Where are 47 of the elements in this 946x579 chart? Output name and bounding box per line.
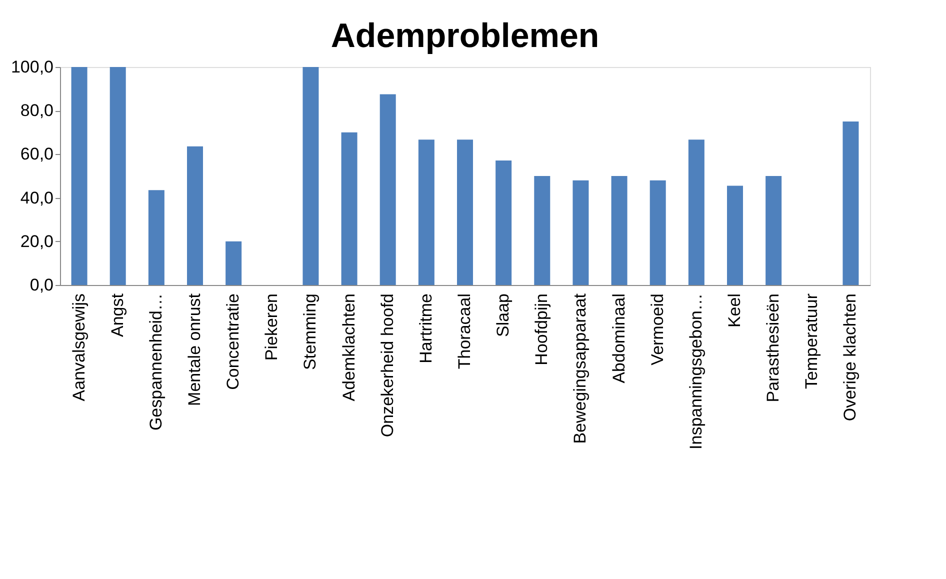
bar: [496, 160, 512, 285]
bar: [611, 176, 628, 285]
x-tick-label: Gespannenheid…: [146, 294, 166, 431]
bar: [457, 140, 473, 285]
bar: [148, 190, 164, 285]
bar: [572, 180, 589, 285]
x-tick-label: Stemming: [300, 294, 320, 370]
x-tick-label: Slaap: [494, 294, 513, 337]
x-tick-label: Aanvalsgewijs: [69, 294, 88, 402]
bar: [341, 132, 358, 285]
y-tick-label: 40,0: [20, 188, 54, 208]
bar: [688, 140, 704, 285]
chart-title: Ademproblemen: [330, 17, 600, 55]
x-tick-label: Vermoeid: [648, 294, 667, 366]
bar: [727, 186, 743, 285]
x-tick-label: Temperatuur: [802, 293, 822, 389]
bar: [842, 122, 859, 285]
bar: [71, 67, 88, 285]
x-tick-label: Hoofdpijn: [532, 294, 552, 366]
x-tick-label: Keel: [725, 294, 744, 328]
bar: [226, 241, 242, 285]
bar: [650, 180, 666, 285]
bar: [110, 67, 126, 285]
x-tick-label: Thoracaal: [455, 294, 474, 370]
bar: [534, 176, 550, 285]
x-tick-label: Piekeren: [262, 294, 282, 361]
y-tick-label: 100,0: [10, 58, 54, 76]
y-tick-label: 80,0: [20, 101, 54, 120]
x-tick-label: Inspanningsgebon…: [686, 294, 706, 450]
bar: [187, 146, 203, 285]
bar: [766, 176, 782, 285]
bar: [302, 67, 319, 285]
y-tick-label: 0,0: [30, 276, 54, 294]
x-tick-label: Angst: [108, 293, 127, 337]
y-tick-label: 20,0: [20, 232, 54, 251]
bar: [380, 94, 396, 285]
x-tick-label: Parasthesieën: [764, 294, 783, 402]
x-tick-label: Concentratie: [224, 294, 243, 390]
x-tick-label: Bewegingsapparaat: [570, 293, 590, 444]
x-tick-label: Hartritme: [416, 294, 436, 364]
x-tick-label: Mentale onrust: [185, 293, 204, 406]
x-tick-label: Onzekerheid hoofd: [378, 294, 397, 438]
x-tick-label: Ademklachten: [339, 294, 358, 402]
bar: [418, 140, 434, 285]
y-tick-label: 60,0: [20, 144, 54, 164]
x-tick-label: Overige klachten: [840, 294, 860, 422]
x-tick-label: Abdominaal: [609, 294, 628, 384]
